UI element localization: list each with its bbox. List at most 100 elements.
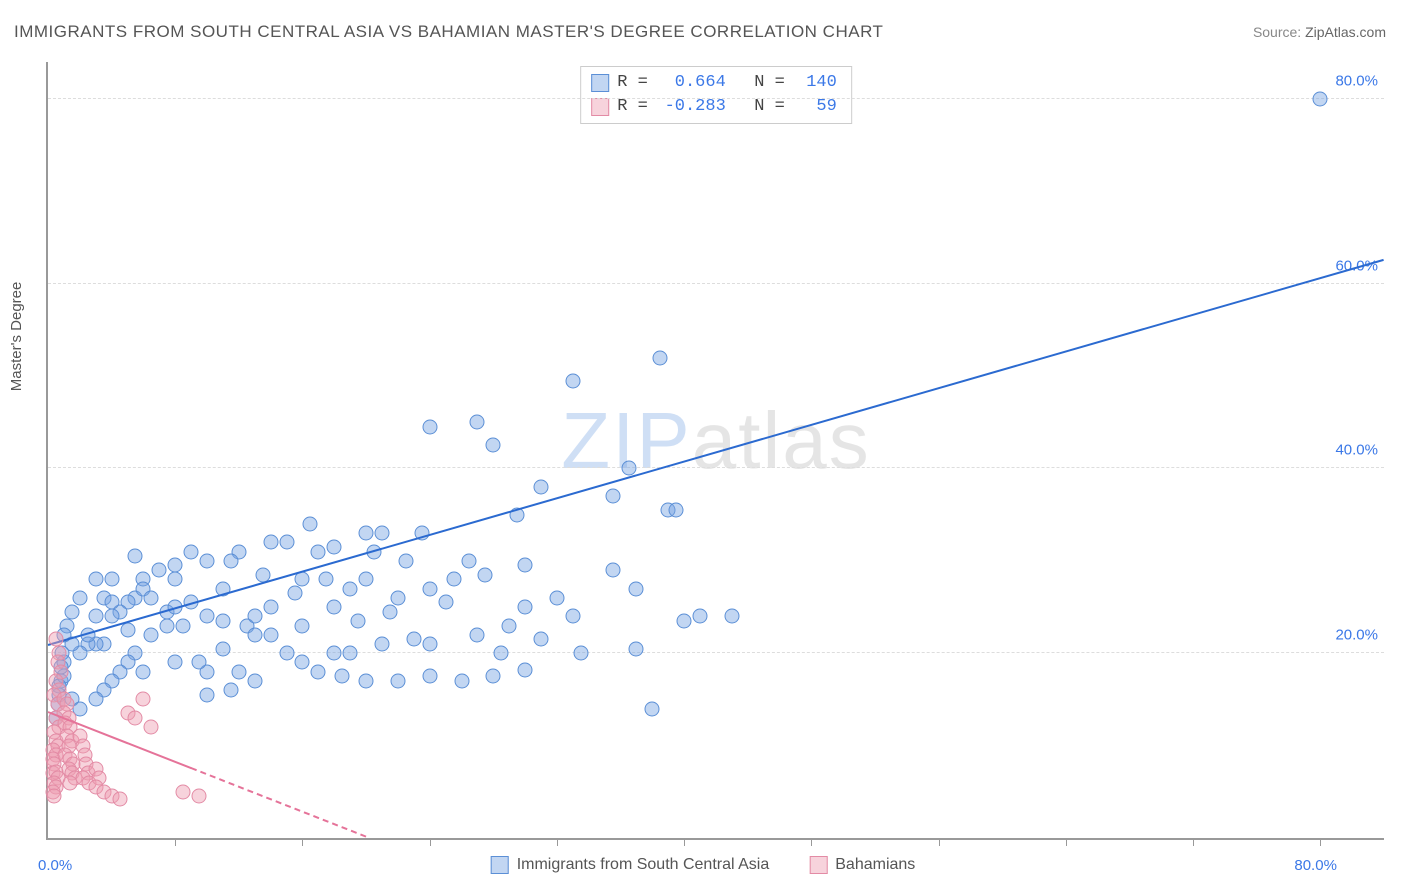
y-tick-label: 80.0%	[1335, 73, 1378, 90]
data-point-blue	[518, 600, 533, 615]
data-point-blue	[184, 544, 199, 559]
correlation-legend: R =0.664 N =140R =-0.283 N =59	[580, 66, 852, 124]
data-point-blue	[319, 572, 334, 587]
data-point-blue	[263, 627, 278, 642]
data-point-blue	[422, 669, 437, 684]
data-point-blue	[502, 618, 517, 633]
data-point-blue	[279, 535, 294, 550]
data-point-blue	[176, 618, 191, 633]
data-point-blue	[438, 595, 453, 610]
x-tick	[1320, 838, 1321, 846]
data-point-blue	[72, 590, 87, 605]
data-point-blue	[327, 600, 342, 615]
r-value-blue: 0.664	[656, 71, 726, 95]
data-point-blue	[645, 701, 660, 716]
source-label: Source:	[1253, 24, 1301, 40]
data-point-blue	[605, 563, 620, 578]
data-point-blue	[422, 637, 437, 652]
data-point-blue	[128, 549, 143, 564]
data-point-pink	[112, 792, 127, 807]
data-point-blue	[200, 609, 215, 624]
r-label: R =	[617, 71, 648, 95]
data-point-blue	[398, 553, 413, 568]
x-tick	[557, 838, 558, 846]
trend-line-blue	[48, 259, 1385, 646]
data-point-blue	[446, 572, 461, 587]
data-point-blue	[327, 540, 342, 555]
data-point-blue	[382, 604, 397, 619]
data-point-blue	[375, 526, 390, 541]
x-origin-label: 0.0%	[38, 857, 72, 874]
data-point-blue	[144, 627, 159, 642]
data-point-blue	[327, 646, 342, 661]
data-point-blue	[295, 618, 310, 633]
data-point-blue	[486, 669, 501, 684]
data-point-blue	[351, 613, 366, 628]
data-point-blue	[1313, 91, 1328, 106]
data-point-pink	[176, 784, 191, 799]
gridline	[48, 652, 1384, 653]
data-point-blue	[247, 627, 262, 642]
data-point-blue	[565, 609, 580, 624]
x-max-label: 80.0%	[1294, 857, 1386, 874]
data-point-blue	[64, 604, 79, 619]
data-point-blue	[247, 609, 262, 624]
data-point-blue	[478, 567, 493, 582]
x-tick	[302, 838, 303, 846]
legend-swatch-pink	[591, 98, 609, 116]
data-point-pink	[192, 789, 207, 804]
data-point-blue	[311, 544, 326, 559]
data-point-blue	[693, 609, 708, 624]
data-point-blue	[168, 558, 183, 573]
data-point-blue	[200, 553, 215, 568]
data-point-blue	[518, 662, 533, 677]
data-point-blue	[343, 646, 358, 661]
y-axis-label: Master's Degree	[8, 282, 25, 392]
data-point-blue	[621, 461, 636, 476]
y-tick-label: 20.0%	[1335, 627, 1378, 644]
data-point-blue	[215, 641, 230, 656]
data-point-blue	[565, 373, 580, 388]
data-point-pink	[47, 789, 62, 804]
data-point-blue	[549, 590, 564, 605]
data-point-blue	[215, 613, 230, 628]
data-point-blue	[534, 632, 549, 647]
data-point-blue	[470, 415, 485, 430]
data-point-blue	[168, 572, 183, 587]
watermark-rest: atlas	[692, 396, 871, 485]
data-point-blue	[406, 632, 421, 647]
legend-swatch-pink	[809, 856, 827, 874]
data-point-blue	[335, 669, 350, 684]
n-value-blue: 140	[793, 71, 837, 95]
data-point-blue	[231, 664, 246, 679]
data-point-blue	[669, 503, 684, 518]
legend-label-blue: Immigrants from South Central Asia	[517, 856, 770, 874]
data-point-blue	[263, 535, 278, 550]
data-point-blue	[279, 646, 294, 661]
data-point-blue	[88, 692, 103, 707]
data-point-blue	[359, 673, 374, 688]
gridline	[48, 467, 1384, 468]
data-point-blue	[470, 627, 485, 642]
data-point-blue	[724, 609, 739, 624]
x-tick	[1193, 838, 1194, 846]
data-point-blue	[518, 558, 533, 573]
legend-label-pink: Bahamians	[835, 856, 915, 874]
data-point-blue	[152, 563, 167, 578]
series-legend: Immigrants from South Central Asia Bahami…	[491, 856, 916, 874]
data-point-pink	[136, 692, 151, 707]
data-point-blue	[629, 581, 644, 596]
data-point-blue	[462, 553, 477, 568]
data-point-pink	[48, 632, 63, 647]
data-point-blue	[104, 609, 119, 624]
x-tick	[939, 838, 940, 846]
data-point-blue	[223, 683, 238, 698]
data-point-pink	[144, 720, 159, 735]
source-value: ZipAtlas.com	[1305, 24, 1386, 40]
data-point-blue	[311, 664, 326, 679]
x-tick	[430, 838, 431, 846]
data-point-blue	[223, 553, 238, 568]
data-point-blue	[287, 586, 302, 601]
legend-swatch-blue	[491, 856, 509, 874]
data-point-blue	[573, 646, 588, 661]
